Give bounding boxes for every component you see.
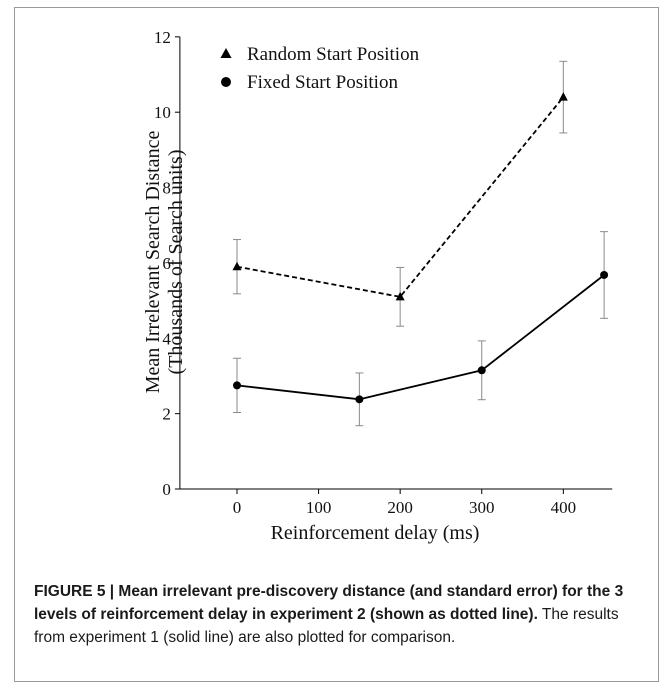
data-point-circle (355, 395, 364, 404)
y-axis-title-line2: (Thousands of Search units) (165, 150, 187, 375)
series-fixed-start (233, 231, 609, 427)
y-tick-label: 6 (162, 254, 171, 273)
data-point-triangle (395, 291, 405, 301)
figure-frame (14, 7, 659, 682)
x-axis-title: Reinforcement delay (ms) (271, 522, 480, 544)
legend-label: Fixed Start Position (247, 72, 398, 93)
data-point-circle (477, 366, 486, 375)
series-line (236, 96, 565, 298)
x-tick-label: 400 (551, 498, 577, 517)
y-tick-label: 10 (154, 103, 171, 122)
x-tick-label: 200 (387, 498, 413, 517)
legend-triangle-icon (220, 48, 232, 58)
x-tick-label: 100 (306, 498, 332, 517)
x-tick-label: 300 (469, 498, 495, 517)
x-tick-label: 0 (233, 498, 242, 517)
series-line (236, 274, 605, 401)
y-tick-label: 0 (162, 480, 171, 499)
line-chart: 0 2 4 6 8 10 12 0 100 200 300 400 Random Start Posi… (142, 28, 613, 544)
caption-title: FIGURE 5 | Mean irrelevant pre-discovery… (34, 583, 624, 623)
y-axis-title-line1: Mean Irrelevant Search Distance (142, 131, 164, 394)
y-tick-label: 12 (154, 28, 171, 47)
caption-body: The results from experiment 1 (solid lin… (34, 606, 619, 646)
chart-legend: Random Start Position Fixed Start Positio… (220, 44, 420, 93)
legend-label: Random Start Position (247, 44, 420, 65)
data-point-circle (233, 381, 241, 390)
data-point-triangle (232, 261, 242, 271)
y-tick-label: 2 (162, 405, 171, 424)
chart-axes: 0 2 4 6 8 10 12 0 100 200 300 400 (154, 28, 613, 517)
data-point-circle (600, 270, 609, 279)
legend-circle-icon (221, 77, 231, 87)
figure-caption: FIGURE 5 | Mean irrelevant pre-discovery… (34, 580, 652, 649)
data-point-triangle (558, 92, 568, 101)
y-tick-label: 8 (162, 179, 171, 198)
chart-series-layer (232, 60, 609, 427)
series-random-start (232, 60, 568, 327)
y-tick-label: 4 (162, 329, 171, 348)
